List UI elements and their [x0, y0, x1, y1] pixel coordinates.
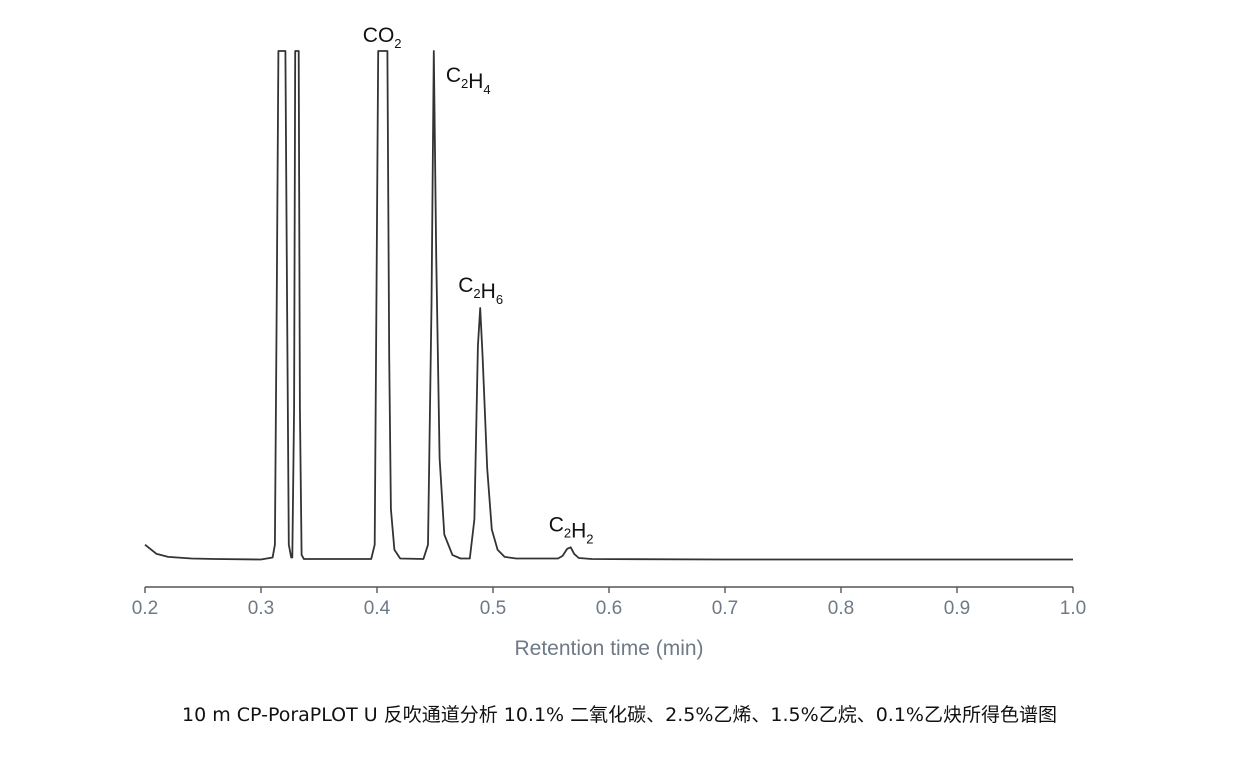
x-tick-label: 0.2 — [132, 598, 158, 619]
x-axis-title: Retention time (min) — [514, 637, 703, 660]
peak-label: CO2 — [363, 24, 402, 51]
chromatogram-trace — [144, 50, 1073, 561]
x-tick-label: 0.3 — [248, 598, 274, 619]
chromatogram-chart: 0.2 0.3 0.4 0.5 0.6 0.7 0.8 0.9 1.0 CO2C2H4C2H6C… — [132, 24, 1086, 660]
x-tick-label: 0.7 — [712, 598, 738, 619]
x-tick-label: 0.9 — [944, 598, 970, 619]
figure-caption: 10 m CP-PoraPLOT U 反吹通道分析 10.1% 二氧化碳、2.5… — [182, 704, 1057, 726]
x-tick-label: 0.8 — [828, 598, 854, 619]
x-tick-label: 0.6 — [596, 598, 622, 619]
peak-label: C2H4 — [446, 64, 491, 97]
peak-label: C2H6 — [458, 274, 503, 307]
x-tick-label: 0.4 — [364, 598, 391, 619]
x-tick-label: 0.5 — [480, 598, 506, 619]
x-tick-label: 1.0 — [1060, 598, 1086, 619]
plot-area — [144, 50, 1073, 561]
peak-label: C2H2 — [549, 513, 594, 546]
peak-labels: CO2 C2H4 C2H6 C2H2 — [363, 24, 594, 546]
x-axis: 0.2 0.3 0.4 0.5 0.6 0.7 0.8 0.9 1.0 — [132, 586, 1086, 619]
